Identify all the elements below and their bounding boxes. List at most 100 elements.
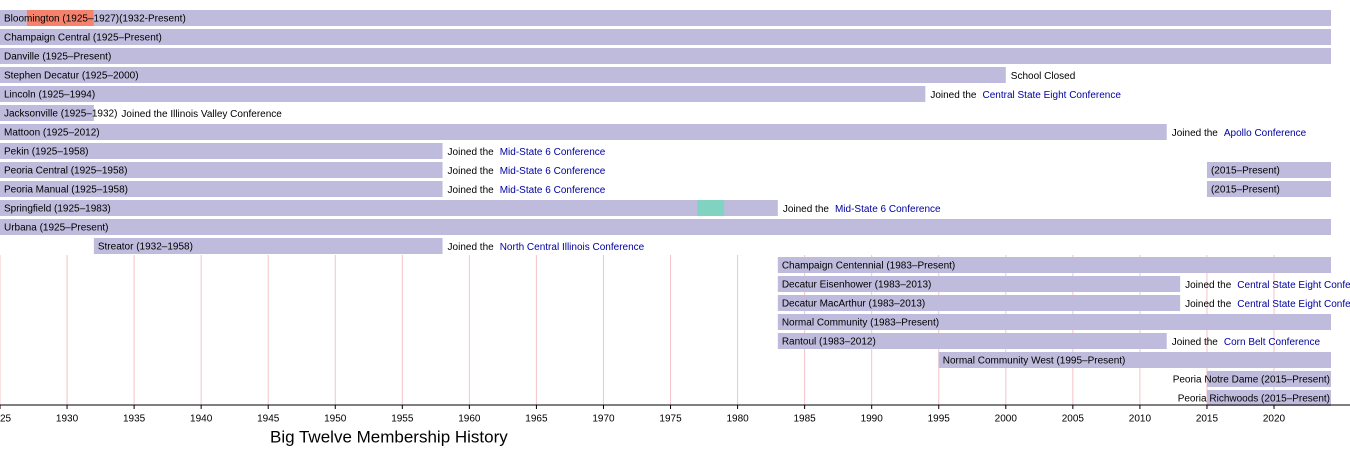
conference-link[interactable]: North Central Illinois Conference	[500, 242, 645, 253]
x-tick-label: 1990	[861, 414, 884, 425]
bar	[777, 295, 1181, 311]
conference-link[interactable]: Mid-State 6 Conference	[500, 166, 606, 177]
bar-label: Peoria Manual (1925–1958)	[4, 185, 128, 196]
x-tick-label: 2010	[1129, 414, 1152, 425]
x-tick-label: 1965	[525, 414, 548, 425]
conference-link[interactable]: Mid-State 6 Conference	[835, 204, 941, 215]
timeline-row: Stephen Decatur (1925–2000) School Closed	[0, 67, 1075, 83]
rows: Bloomington (1925–1927)(1932-Present) Cha…	[0, 10, 1350, 406]
conference-link[interactable]: Corn Belt Conference	[1224, 337, 1321, 348]
note: Joined the Mid-State 6 Conference	[448, 185, 606, 196]
note-text: Joined the	[448, 166, 495, 177]
bar-label: Champaign Central (1925–Present)	[4, 33, 162, 44]
x-tick-label: 1995	[928, 414, 951, 425]
note-text: Joined the	[1172, 337, 1219, 348]
timeline-row: Streator (1932–1958) Joined the North Cent…	[93, 238, 645, 254]
bar	[777, 333, 1167, 349]
x-tick-label: 1985	[794, 414, 817, 425]
bar	[0, 181, 443, 197]
bar	[1206, 181, 1331, 197]
bar-label: Peoria Richwoods (2015–Present)	[1178, 394, 1330, 405]
x-tick-label: 1975	[659, 414, 682, 425]
bar-label: Urbana (1925–Present)	[4, 223, 109, 234]
note-text: School Closed	[1011, 71, 1075, 82]
timeline-row: Normal Community (1983–Present)	[777, 314, 1331, 330]
bar-label: Lincoln (1925–1994)	[4, 90, 95, 101]
x-tick-label: 1935	[123, 414, 146, 425]
bar-label: (2015–Present)	[1211, 166, 1280, 177]
bar	[0, 105, 94, 121]
note: Joined the Mid-State 6 Conference	[448, 166, 606, 177]
bar	[0, 124, 1167, 140]
note-text: Joined the	[448, 185, 495, 196]
note-text: Joined the	[448, 242, 495, 253]
timeline-row: Bloomington (1925–1927)(1932-Present)	[0, 10, 1332, 26]
bar	[697, 200, 725, 216]
note: Joined the Mid-State 6 Conference	[783, 204, 941, 215]
timeline-row: Mattoon (1925–2012) Joined the Apollo Conf…	[0, 124, 1307, 140]
bar	[0, 200, 778, 216]
note-text: Joined the Illinois Valley Conference	[121, 109, 282, 120]
timeline-row: Danville (1925–Present)	[0, 48, 1331, 64]
bar-label: Peoria Central (1925–1958)	[4, 166, 127, 177]
bar-label: Rantoul (1983–2012)	[782, 337, 876, 348]
timeline-row: Champaign Centennial (1983–Present)	[777, 257, 1331, 273]
x-tick-label: 1945	[257, 414, 280, 425]
conference-link[interactable]: Central State Eight Conference	[1237, 280, 1350, 291]
bar-label: (2015–Present)	[1211, 185, 1280, 196]
note-text: Joined the	[1185, 280, 1232, 291]
bar	[0, 86, 926, 102]
bar	[777, 257, 1331, 273]
x-tick-label: 1980	[726, 414, 749, 425]
bar-label: Normal Community West (1995–Present)	[943, 356, 1126, 367]
note-text: Joined the	[783, 204, 830, 215]
timeline-row: Pekin (1925–1958) Joined the Mid-State 6 C…	[0, 143, 606, 159]
x-tick-label: 1930	[56, 414, 79, 425]
conference-link[interactable]: Apollo Conference	[1224, 128, 1307, 139]
bar	[0, 219, 1331, 235]
bar-label: Peoria Notre Dame (2015–Present)	[1173, 375, 1330, 386]
bar	[777, 276, 1181, 292]
note-text: Joined the	[1172, 128, 1219, 139]
timeline-row: Normal Community West (1995–Present)	[938, 352, 1331, 368]
bar	[93, 10, 1332, 26]
timeline-row: Decatur Eisenhower (1983–2013) Joined the…	[777, 276, 1350, 292]
timeline-row: Peoria Manual (1925–1958) (2015–Present) J…	[0, 181, 1331, 197]
x-tick-label: 2000	[995, 414, 1018, 425]
bar-label: Bloomington (1925–1927)(1932-Present)	[4, 14, 186, 25]
timeline-row: Jacksonville (1925–1932) Joined the Illin…	[0, 105, 282, 121]
timeline-row: Peoria Central (1925–1958) (2015–Present)…	[0, 162, 1331, 178]
x-axis: 1925 1930 1935 1940 1945 1950 1955 1960 1965 1970…	[0, 404, 1350, 425]
x-tick-label: 1970	[592, 414, 615, 425]
timeline-row: Rantoul (1983–2012) Joined the Corn Belt C…	[777, 333, 1321, 349]
bar-label: Stephen Decatur (1925–2000)	[4, 71, 139, 82]
bar-label: Pekin (1925–1958)	[4, 147, 89, 158]
note-text: Joined the	[448, 147, 495, 158]
note-text: Joined the	[930, 90, 977, 101]
bar	[1206, 390, 1331, 406]
note: Joined the North Central Illinois Confere…	[448, 242, 645, 253]
bar-label: Springfield (1925–1983)	[4, 204, 111, 215]
timeline-row: Springfield (1925–1983) Joined the Mid-Sta…	[0, 200, 941, 216]
bar	[26, 10, 94, 26]
note: Joined the Central State Eight Conference	[1185, 280, 1350, 291]
bar	[0, 67, 1006, 83]
bar-label: Decatur Eisenhower (1983–2013)	[782, 280, 932, 291]
note: Joined the Illinois Valley Conference	[121, 109, 282, 120]
timeline-row: Urbana (1925–Present)	[0, 219, 1331, 235]
x-tick-label: 1925	[0, 414, 12, 425]
bar	[93, 238, 443, 254]
conference-link[interactable]: Mid-State 6 Conference	[500, 147, 606, 158]
note: Joined the Central State Eight Conference	[930, 90, 1121, 101]
timeline-row: Lincoln (1925–1994) Joined the Central Sta…	[0, 86, 1121, 102]
conference-link[interactable]: Mid-State 6 Conference	[500, 185, 606, 196]
x-tick-label: 2020	[1263, 414, 1286, 425]
bar-label: Champaign Centennial (1983–Present)	[782, 261, 955, 272]
note-text: Joined the	[1185, 299, 1232, 310]
bar-label: Mattoon (1925–2012)	[4, 128, 100, 139]
x-tick-label: 1955	[391, 414, 414, 425]
note: Joined the Corn Belt Conference	[1172, 337, 1321, 348]
conference-link[interactable]: Central State Eight Conference	[982, 90, 1121, 101]
conference-link[interactable]: Central State Eight Conference	[1237, 299, 1350, 310]
